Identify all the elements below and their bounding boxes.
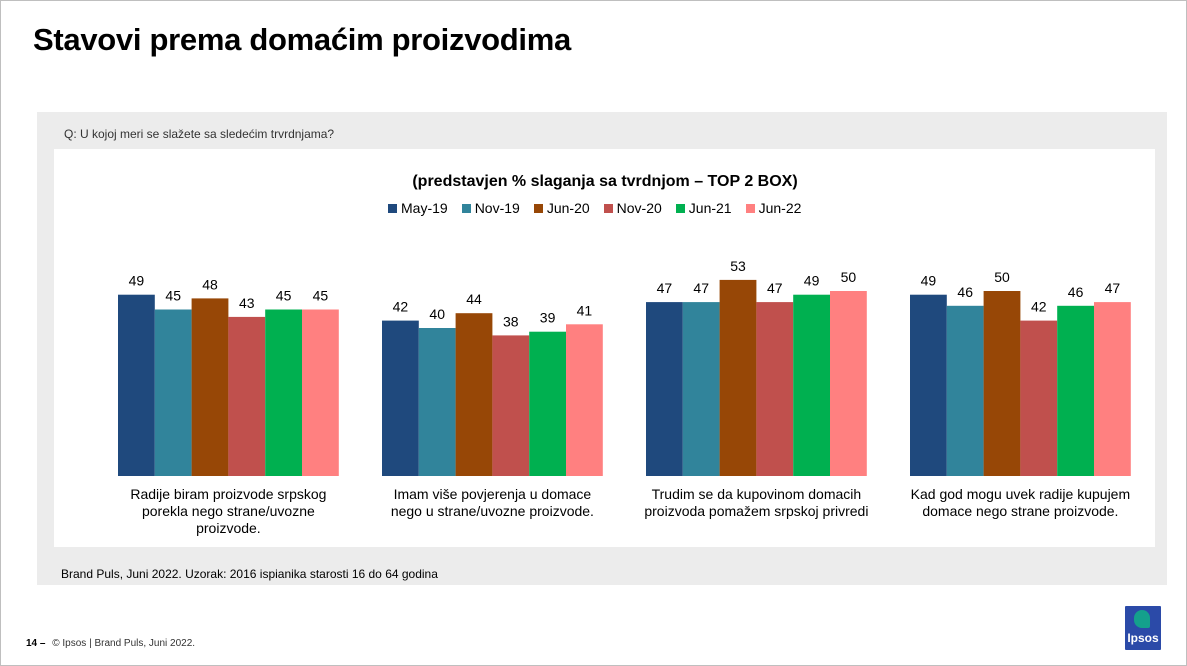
bar: [302, 309, 339, 476]
legend-label: Jun-21: [688, 200, 732, 216]
bar: [1094, 302, 1131, 476]
footer-copyright: © Ipsos | Brand Puls, Juni 2022.: [52, 638, 196, 649]
bar: [455, 313, 493, 476]
legend-item: Jun-22: [745, 199, 802, 217]
bar: [529, 331, 566, 476]
data-label: 41: [577, 302, 593, 318]
bar: [946, 305, 984, 476]
legend-item: May-19: [388, 199, 448, 217]
bar: [756, 302, 794, 476]
data-label: 47: [767, 280, 783, 296]
bar: [910, 294, 947, 476]
legend-swatch: [675, 203, 685, 213]
category-label: Imam više povjerenja u domace nego u str…: [390, 486, 594, 519]
data-label: 48: [202, 276, 218, 292]
data-label: 47: [1105, 280, 1121, 296]
legend-swatch: [745, 203, 755, 213]
data-label: 49: [921, 273, 937, 289]
data-label: 45: [276, 288, 292, 304]
bar: [382, 320, 419, 476]
data-label: 43: [239, 295, 255, 311]
bar: [719, 279, 757, 476]
data-label: 49: [129, 273, 145, 289]
logo-text: Ipsos: [1127, 631, 1159, 645]
legend-label: Jun-20: [546, 200, 590, 216]
bar: [983, 291, 1021, 476]
data-label: 45: [165, 288, 181, 304]
question-text: Q: U kojoj meri se slažete sa sledećim t…: [64, 127, 335, 141]
bar: [492, 335, 530, 476]
legend-swatch: [533, 203, 543, 213]
data-label: 45: [313, 288, 329, 304]
data-label: 38: [503, 313, 519, 329]
legend-label: Nov-20: [616, 200, 662, 216]
bar: [154, 309, 192, 476]
chart-legend: May-19 Nov-19 Jun-20 Nov-20 Jun-21 Jun-22: [388, 199, 801, 217]
bar: [1057, 305, 1094, 476]
bar: [830, 291, 867, 476]
legend-item: Nov-19: [461, 199, 520, 217]
bar: [1020, 320, 1058, 476]
data-label: 39: [540, 310, 556, 326]
data-label: 44: [466, 291, 482, 307]
bar: [118, 294, 155, 476]
source-note: Brand Puls, Juni 2022. Uzorak: 2016 ispi…: [61, 567, 438, 581]
legend-item: Jun-21: [675, 199, 732, 217]
bar: [793, 294, 830, 476]
logo-mark-icon: [1134, 610, 1150, 628]
data-label: 50: [994, 269, 1010, 285]
chart-title: (predstavjen % slaganja sa tvrdnjom – TO…: [412, 173, 798, 190]
legend-label: Nov-19: [474, 200, 520, 216]
data-label: 53: [730, 258, 746, 274]
legend-label: Jun-22: [758, 200, 802, 216]
ipsos-logo: Ipsos: [1125, 606, 1161, 650]
category-label: Kad god mogu uvek radije kupujem domace …: [910, 486, 1131, 519]
bar: [418, 328, 456, 476]
bar: [646, 302, 683, 476]
data-label: 40: [429, 306, 445, 322]
data-label: 42: [1031, 299, 1047, 315]
bar: [682, 302, 720, 476]
legend-swatch: [461, 203, 471, 213]
legend-label: May-19: [401, 200, 448, 216]
bar: [191, 298, 229, 476]
page-number: 14 –: [26, 638, 46, 649]
data-label: 49: [804, 273, 820, 289]
category-label: Trudim se da kupovinom domacih proizvoda…: [644, 486, 869, 519]
data-label: 50: [841, 269, 857, 285]
bar: [228, 316, 266, 476]
data-label: 42: [393, 299, 409, 315]
footer: 14 – © Ipsos | Brand Puls, Juni 2022.: [26, 638, 195, 649]
data-label: 47: [657, 280, 673, 296]
legend-swatch: [388, 203, 397, 213]
legend-item: Nov-20: [603, 199, 662, 217]
data-label: 47: [693, 280, 709, 296]
category-label: Radije biram proizvode srpskog porekla n…: [130, 486, 327, 536]
bar: [566, 324, 603, 476]
data-label: 46: [957, 284, 973, 300]
legend-swatch: [603, 203, 613, 213]
page-title: Stavovi prema domaćim proizvodima: [33, 22, 571, 57]
data-label: 46: [1068, 284, 1084, 300]
legend-item: Jun-20: [533, 199, 590, 217]
bar: [265, 309, 302, 476]
